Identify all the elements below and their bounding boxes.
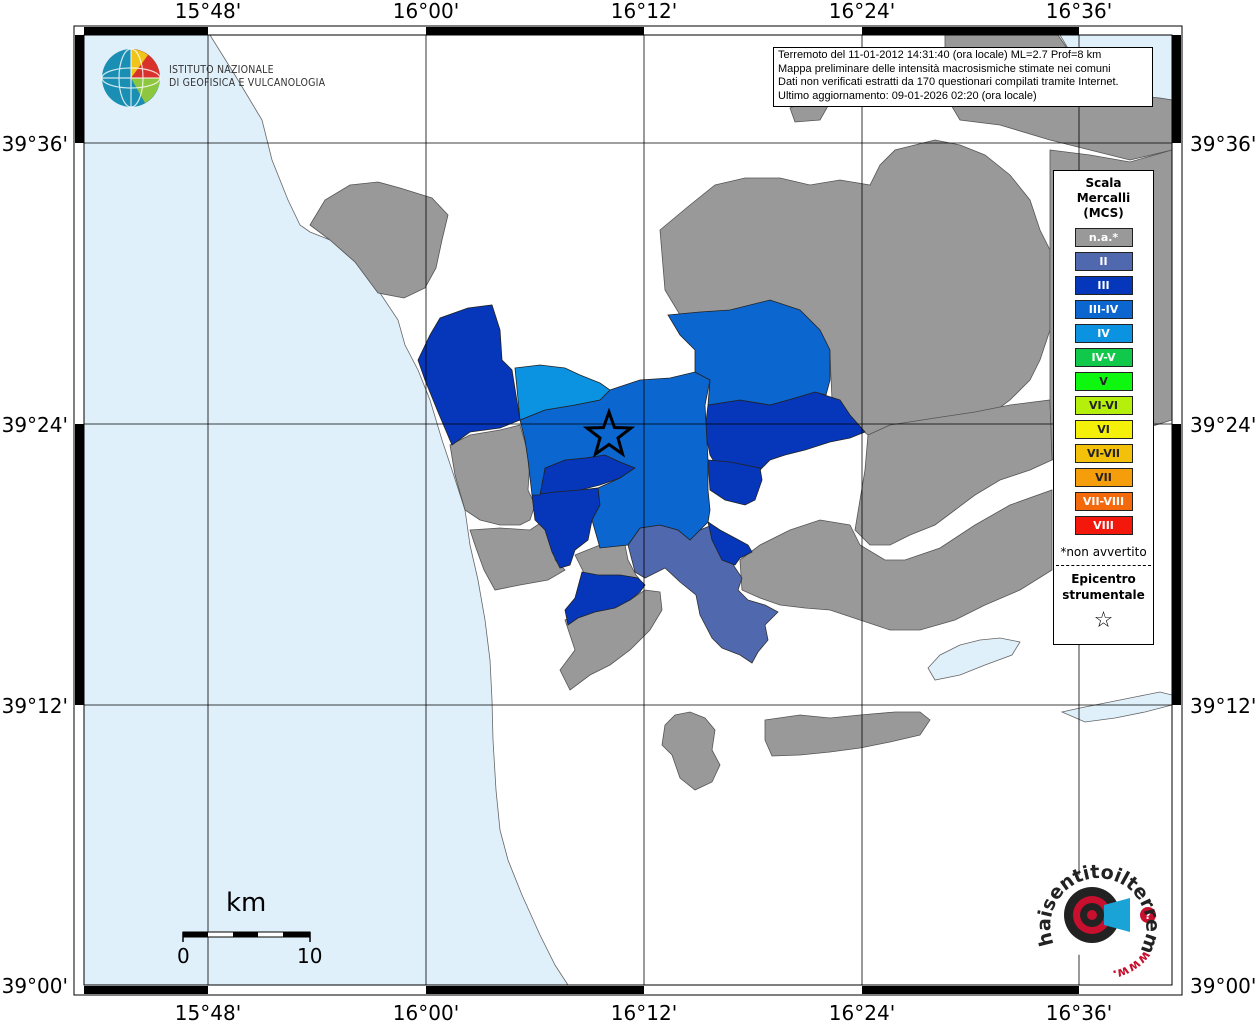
legend-item: VI xyxy=(1074,420,1133,439)
legend-item: VII-VIII xyxy=(1074,492,1133,511)
comuni-III xyxy=(417,304,866,626)
mcs-legend: Scala Mercalli (MCS) n.a.* II III III-IV IV I… xyxy=(1053,170,1154,645)
tick-label: 39°12' xyxy=(1190,694,1256,718)
tick-label: 39°12' xyxy=(2,694,68,718)
institute-line2: DI GEOFISICA E VULCANOLOGIA xyxy=(169,76,326,89)
tick-label: 39°24' xyxy=(1190,413,1256,437)
scale-bar xyxy=(182,931,311,942)
tick-label: 39°00' xyxy=(1190,974,1256,998)
legend-divider xyxy=(1056,565,1151,566)
axis-left-labels: 39°36' 39°24' 39°12' 39°00' xyxy=(2,132,68,998)
legend-item: IV-V xyxy=(1074,348,1133,367)
legend-item: VII xyxy=(1074,468,1133,487)
tick-label: 16°24' xyxy=(829,0,895,23)
legend-item: V xyxy=(1074,372,1133,391)
event-info-line: Dati non verificati estratti da 170 ques… xyxy=(778,76,1119,88)
tick-label: 39°36' xyxy=(2,132,68,156)
graticule xyxy=(84,35,1172,985)
legend-item: III-IV xyxy=(1074,300,1133,319)
tick-label: 16°36' xyxy=(1046,1001,1112,1024)
event-info-line: Terremoto del 11-01-2012 14:31:40 (ora l… xyxy=(778,49,1102,61)
tick-label: 16°24' xyxy=(829,1001,895,1024)
institute-line1: ISTITUTO NAZIONALE xyxy=(169,64,274,76)
tick-label: 15°48' xyxy=(175,1001,241,1024)
tick-label: 39°36' xyxy=(1190,132,1256,156)
scale-min: 0 xyxy=(177,944,190,968)
event-info-line: Mappa preliminare delle intensità macros… xyxy=(778,62,1111,75)
tick-label: 16°12' xyxy=(611,1001,677,1024)
legend-item: n.a.* xyxy=(1074,228,1133,247)
lake xyxy=(927,637,1021,681)
sea-area xyxy=(83,34,569,986)
legend-item: VI-VII xyxy=(1074,444,1133,463)
legend-items: n.a.* II III III-IV IV IV-V V VI-VI VI VI-VII VII V… xyxy=(1054,228,1153,535)
event-info-line: Ultimo aggiornamento: 09-01-2026 02:20 (… xyxy=(778,89,1037,102)
tick-label: 39°00' xyxy=(2,974,68,998)
legend-star-icon: ☆ xyxy=(1093,608,1114,633)
legend-item: VIII xyxy=(1074,516,1133,535)
scale-max: 10 xyxy=(297,944,323,968)
legend-title: Scala Mercalli (MCS) xyxy=(1076,176,1131,220)
legend-item: VI-VI xyxy=(1074,396,1133,415)
tick-label: 15°48' xyxy=(175,0,241,23)
scale-unit: km xyxy=(226,888,267,918)
legend-epicenter-label: Epicentro strumentale xyxy=(1062,572,1145,602)
legend-note: *non avvertito xyxy=(1060,545,1147,559)
event-info-box: Terremoto del 11-01-2012 14:31:40 (ora l… xyxy=(773,47,1153,107)
comuni-IV xyxy=(514,364,611,421)
tick-label: 39°24' xyxy=(2,413,68,437)
legend-item: IV xyxy=(1074,324,1133,343)
axis-bottom-labels: 15°48' 16°00' 16°12' 16°24' 16°36' xyxy=(175,1001,1112,1024)
axis-top-labels: 15°48' 16°00' 16°12' 16°24' 16°36' xyxy=(175,0,1112,23)
axis-right-labels: 39°36' 39°24' 39°12' 39°00' xyxy=(1190,132,1256,998)
legend-item: III xyxy=(1074,276,1133,295)
comuni-III-IV xyxy=(519,299,831,549)
institute-name: ISTITUTO NAZIONALE DI GEOFISICA E VULCAN… xyxy=(169,64,325,89)
tick-label: 16°12' xyxy=(611,0,677,23)
tick-label: 16°00' xyxy=(393,1001,459,1024)
ingv-logo-icon xyxy=(101,48,161,108)
map-frame xyxy=(73,25,1183,996)
svg-text:?: ? xyxy=(1145,909,1151,922)
epicenter-star-icon xyxy=(582,407,636,458)
tick-label: 16°00' xyxy=(393,0,459,23)
legend-item: II xyxy=(1074,252,1133,271)
tick-label: 16°36' xyxy=(1046,0,1112,23)
